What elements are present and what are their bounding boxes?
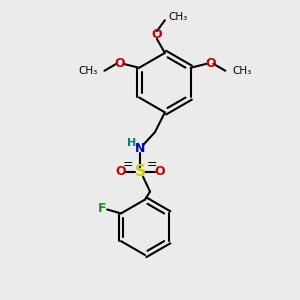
Text: =: = bbox=[147, 158, 157, 171]
Text: =: = bbox=[123, 158, 134, 171]
Text: O: O bbox=[114, 57, 124, 70]
Text: H: H bbox=[127, 138, 136, 148]
Text: N: N bbox=[135, 142, 145, 154]
Text: CH₃: CH₃ bbox=[78, 66, 98, 76]
Text: O: O bbox=[115, 165, 126, 178]
Text: O: O bbox=[152, 28, 162, 40]
Text: S: S bbox=[135, 164, 146, 179]
Text: F: F bbox=[98, 202, 106, 215]
Text: CH₃: CH₃ bbox=[232, 66, 251, 76]
Text: O: O bbox=[205, 57, 216, 70]
Text: O: O bbox=[154, 165, 165, 178]
Text: CH₃: CH₃ bbox=[169, 12, 188, 22]
